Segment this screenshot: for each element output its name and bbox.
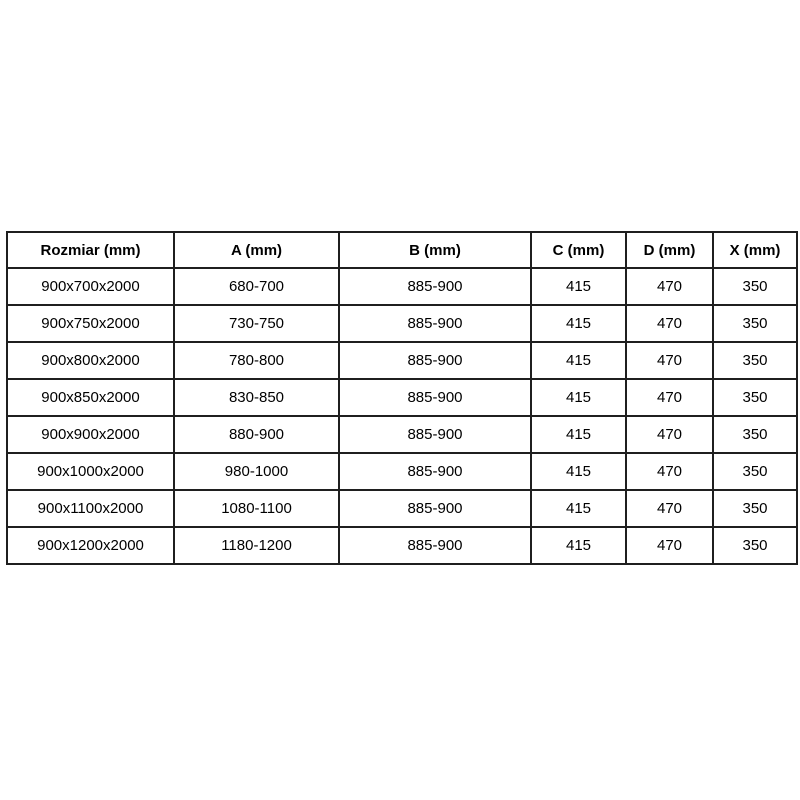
- table-body: 900x700x2000 680-700 885-900 415 470 350 900x7…: [6, 267, 798, 565]
- table-row: 900x850x2000 830-850 885-900 415 470 350: [6, 378, 798, 417]
- column-header-rozmiar: Rozmiar (mm): [6, 231, 175, 269]
- table-cell: 470: [625, 304, 714, 343]
- table-cell: 780-800: [173, 341, 340, 380]
- table-row: 900x1200x2000 1180-1200 885-900 415 470 350: [6, 526, 798, 565]
- column-header-a: A (mm): [173, 231, 340, 269]
- table-cell: 880-900: [173, 415, 340, 454]
- table-cell: 470: [625, 378, 714, 417]
- table-header: Rozmiar (mm) A (mm) B (mm) C (mm) D (mm)…: [6, 231, 798, 269]
- table-cell: 470: [625, 489, 714, 528]
- table-cell: 470: [625, 452, 714, 491]
- table-cell: 830-850: [173, 378, 340, 417]
- table-cell: 350: [712, 526, 798, 565]
- table-cell: 350: [712, 452, 798, 491]
- table-cell: 980-1000: [173, 452, 340, 491]
- table-row: 900x1000x2000 980-1000 885-900 415 470 350: [6, 452, 798, 491]
- column-header-c: C (mm): [530, 231, 627, 269]
- table-cell: 900x1100x2000: [6, 489, 175, 528]
- table-cell: 1180-1200: [173, 526, 340, 565]
- table-cell: 885-900: [338, 341, 532, 380]
- size-spec-table: Rozmiar (mm) A (mm) B (mm) C (mm) D (mm)…: [6, 231, 798, 565]
- table-cell: 350: [712, 415, 798, 454]
- table-cell: 900x1000x2000: [6, 452, 175, 491]
- table-cell: 470: [625, 341, 714, 380]
- table-cell: 900x750x2000: [6, 304, 175, 343]
- table-row: 900x900x2000 880-900 885-900 415 470 350: [6, 415, 798, 454]
- table-cell: 730-750: [173, 304, 340, 343]
- table-cell: 470: [625, 415, 714, 454]
- table-cell: 350: [712, 304, 798, 343]
- table-cell: 885-900: [338, 489, 532, 528]
- table-cell: 415: [530, 489, 627, 528]
- table-cell: 900x900x2000: [6, 415, 175, 454]
- table-row: 900x800x2000 780-800 885-900 415 470 350: [6, 341, 798, 380]
- table-cell: 900x850x2000: [6, 378, 175, 417]
- table-cell: 415: [530, 341, 627, 380]
- table-cell: 885-900: [338, 304, 532, 343]
- table-cell: 900x800x2000: [6, 341, 175, 380]
- table-cell: 415: [530, 378, 627, 417]
- table-cell: 415: [530, 304, 627, 343]
- table-cell: 415: [530, 415, 627, 454]
- column-header-b: B (mm): [338, 231, 532, 269]
- table-cell: 415: [530, 526, 627, 565]
- table-row: 900x750x2000 730-750 885-900 415 470 350: [6, 304, 798, 343]
- table-cell: 415: [530, 267, 627, 306]
- table-cell: 900x700x2000: [6, 267, 175, 306]
- table-cell: 885-900: [338, 452, 532, 491]
- table-cell: 885-900: [338, 267, 532, 306]
- table-row: 900x700x2000 680-700 885-900 415 470 350: [6, 267, 798, 306]
- table-cell: 680-700: [173, 267, 340, 306]
- table-cell: 350: [712, 378, 798, 417]
- table-cell: 470: [625, 526, 714, 565]
- table-cell: 900x1200x2000: [6, 526, 175, 565]
- table-cell: 1080-1100: [173, 489, 340, 528]
- column-header-x: X (mm): [712, 231, 798, 269]
- table-cell: 415: [530, 452, 627, 491]
- table-cell: 470: [625, 267, 714, 306]
- table-cell: 350: [712, 489, 798, 528]
- table-cell: 885-900: [338, 526, 532, 565]
- table-row: 900x1100x2000 1080-1100 885-900 415 470 350: [6, 489, 798, 528]
- table-cell: 350: [712, 341, 798, 380]
- table-cell: 885-900: [338, 415, 532, 454]
- column-header-d: D (mm): [625, 231, 714, 269]
- table-cell: 885-900: [338, 378, 532, 417]
- table-header-row: Rozmiar (mm) A (mm) B (mm) C (mm) D (mm)…: [6, 231, 798, 269]
- table-cell: 350: [712, 267, 798, 306]
